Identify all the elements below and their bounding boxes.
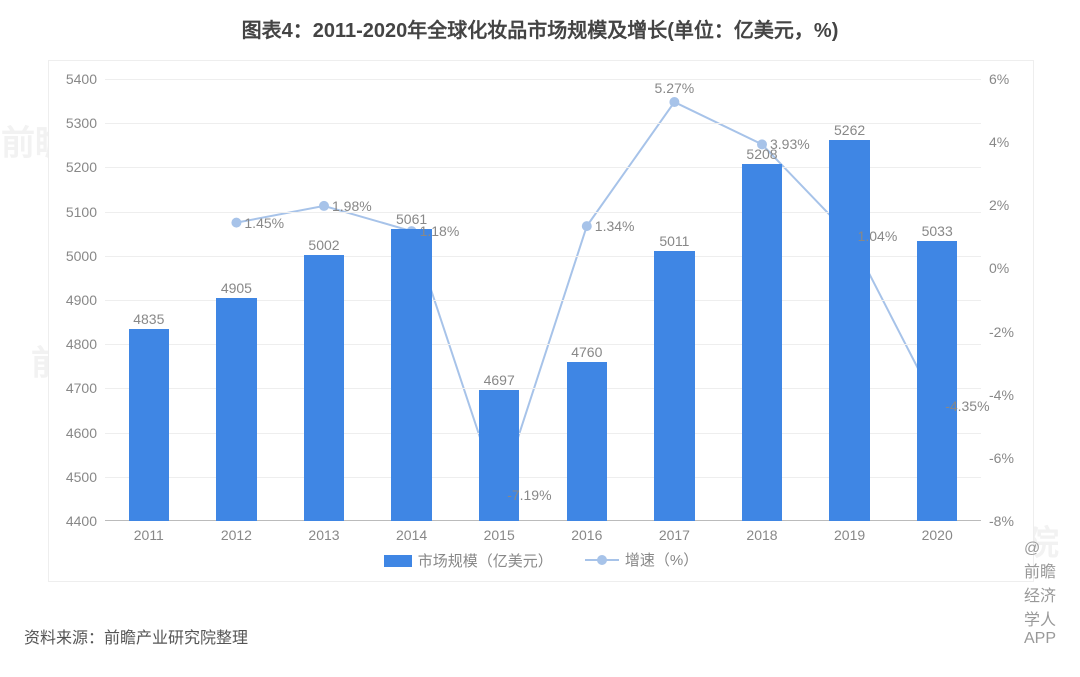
y-right-tick: 6%	[981, 71, 1009, 87]
line-marker	[670, 98, 679, 107]
line-value-label: 1.04%	[858, 228, 898, 244]
bar	[304, 255, 344, 521]
legend: 市场规模（亿美元） 增速（%）	[49, 549, 1033, 571]
source-right: @前瞻经济学人APP	[1024, 540, 1056, 648]
y-left-tick: 4800	[66, 336, 105, 352]
bar	[654, 251, 694, 521]
x-tick: 2015	[484, 521, 515, 543]
legend-item-line: 增速（%）	[585, 549, 698, 570]
y-right-tick: 0%	[981, 260, 1009, 276]
legend-bar-swatch	[384, 555, 412, 567]
bar-value-label: 4697	[484, 372, 515, 388]
line-value-label: -7.19%	[507, 487, 551, 503]
x-tick: 2012	[221, 521, 252, 543]
bar	[129, 329, 169, 521]
line-value-label: 1.45%	[244, 215, 284, 231]
bar-value-label: 5033	[922, 223, 953, 239]
bar-value-label: 4905	[221, 280, 252, 296]
line-value-label: 3.93%	[770, 136, 810, 152]
y-left-tick: 5000	[66, 248, 105, 264]
x-tick: 2016	[571, 521, 602, 543]
bar	[216, 298, 256, 521]
legend-item-bar: 市场规模（亿美元）	[384, 550, 553, 571]
bar	[742, 164, 782, 521]
y-left-tick: 5400	[66, 71, 105, 87]
line-marker	[582, 222, 591, 231]
line-value-label: -4.35%	[945, 398, 989, 414]
y-right-tick: -6%	[981, 450, 1014, 466]
y-right-tick: -8%	[981, 513, 1014, 529]
x-tick: 2011	[134, 521, 164, 543]
x-tick: 2017	[659, 521, 690, 543]
bar-value-label: 5002	[308, 237, 339, 253]
line-value-label: 1.34%	[595, 218, 635, 234]
bar	[829, 140, 869, 521]
y-left-tick: 5200	[66, 159, 105, 175]
bar-value-label: 5262	[834, 122, 865, 138]
y-left-tick: 5100	[66, 204, 105, 220]
x-tick: 2019	[834, 521, 865, 543]
chart-frame: 4400 4500 4600 4700 4800 4900 5000 5100 5200 5300…	[48, 60, 1034, 582]
bar-value-label: 4760	[571, 344, 602, 360]
y-left-tick: 4400	[66, 513, 105, 529]
plot-area: 4400450046004700480049005000510052005300…	[105, 79, 981, 521]
x-tick: 2020	[922, 521, 953, 543]
legend-bar-label: 市场规模（亿美元）	[418, 550, 553, 571]
chart-title: 图表4：2011-2020年全球化妆品市场规模及增长(单位：亿美元，%)	[0, 14, 1080, 43]
bar	[567, 362, 607, 521]
y-left-tick: 4500	[66, 469, 105, 485]
bar	[917, 241, 957, 521]
bar	[391, 229, 431, 521]
y-right-tick: -2%	[981, 324, 1014, 340]
y-left-tick: 4900	[66, 292, 105, 308]
x-tick: 2013	[308, 521, 339, 543]
y-left-tick: 4700	[66, 380, 105, 396]
line-value-label: 5.27%	[655, 80, 695, 96]
line-marker	[232, 218, 241, 227]
source-left: 资料来源：前瞻产业研究院整理	[24, 624, 248, 648]
line-value-label: 1.98%	[332, 198, 372, 214]
x-tick: 2018	[746, 521, 777, 543]
gridline	[105, 79, 981, 80]
y-right-tick: 2%	[981, 197, 1009, 213]
bar-value-label: 5011	[659, 233, 689, 249]
legend-line-swatch	[585, 553, 619, 567]
line-value-label: 1.18%	[420, 223, 460, 239]
x-tick: 2014	[396, 521, 427, 543]
legend-line-label: 增速（%）	[625, 549, 698, 570]
line-marker	[320, 201, 329, 210]
y-left-tick: 4600	[66, 425, 105, 441]
bar-value-label: 4835	[133, 311, 164, 327]
y-left-tick: 5300	[66, 115, 105, 131]
y-right-tick: 4%	[981, 134, 1009, 150]
